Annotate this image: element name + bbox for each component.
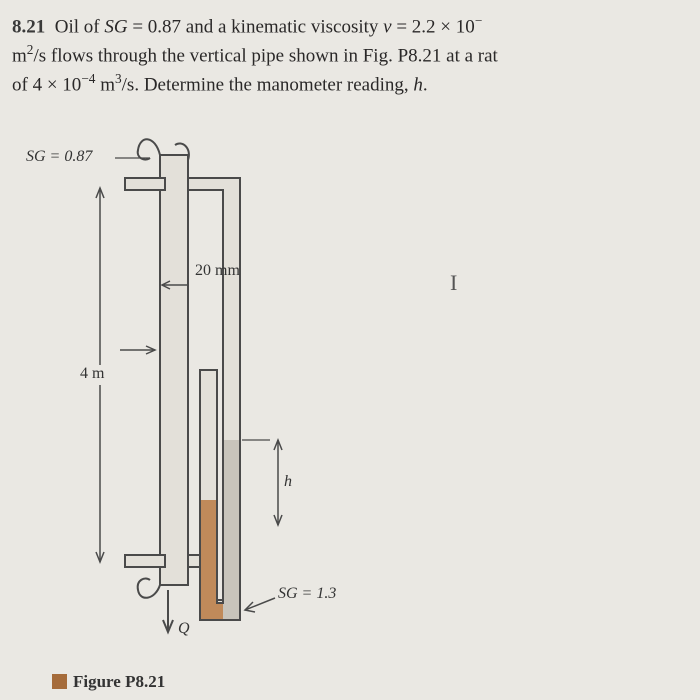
h-var: h bbox=[413, 74, 423, 95]
text-cursor-icon: I bbox=[450, 270, 457, 296]
sg-symbol: SG bbox=[104, 16, 127, 37]
exp: − bbox=[475, 13, 483, 28]
text: . bbox=[423, 74, 428, 95]
text: /s flows through the vertical pipe shown… bbox=[33, 45, 497, 66]
exp: 3 bbox=[115, 71, 122, 86]
sg-oil-label: SG = 0.87 bbox=[26, 148, 92, 166]
text: m bbox=[95, 74, 115, 95]
problem-statement: 8.21 Oil of SG = 0.87 and a kinematic vi… bbox=[12, 12, 700, 99]
text: = 0.87 and a kinematic viscosity bbox=[128, 16, 384, 37]
exp: −4 bbox=[81, 71, 95, 86]
text: /s. Determine the manometer reading, bbox=[122, 74, 414, 95]
sg-manometer-label: SG = 1.3 bbox=[278, 585, 336, 603]
flowrate-q-label: Q bbox=[178, 620, 190, 638]
text: m bbox=[12, 45, 27, 66]
caption-square-icon bbox=[52, 674, 67, 689]
nu-symbol: ν bbox=[383, 16, 391, 37]
figure-caption: Figure P8.21 bbox=[52, 672, 165, 692]
problem-number: 8.21 bbox=[12, 16, 45, 37]
pipe-diagram bbox=[20, 120, 450, 650]
text: of 4 × 10 bbox=[12, 74, 81, 95]
text: Oil of bbox=[55, 16, 105, 37]
h-label: h bbox=[284, 473, 292, 491]
text: = 2.2 × 10 bbox=[392, 16, 475, 37]
pipe-diameter-label: 20 mm bbox=[195, 262, 240, 280]
length-label: 4 m bbox=[80, 365, 104, 383]
figure: SG = 0.87 20 mm 4 m h SG = 1.3 Q bbox=[20, 120, 450, 670]
